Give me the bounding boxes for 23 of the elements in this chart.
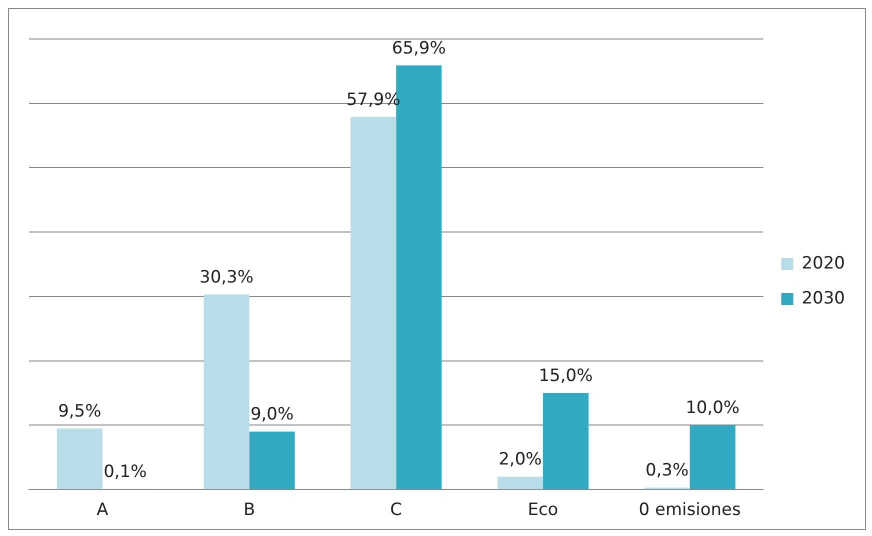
bar [690, 425, 736, 490]
bar [249, 432, 295, 490]
x-tick-label: Eco [528, 500, 558, 520]
data-label: 0,1% [104, 462, 147, 482]
x-tick-label: 0 emisiones [638, 500, 741, 520]
x-tick-label: C [390, 500, 402, 520]
x-tick-label: A [96, 500, 109, 520]
bar [350, 116, 396, 490]
bar [204, 294, 250, 490]
bar [497, 476, 543, 490]
bar [56, 428, 102, 490]
x-tick-label: B [243, 500, 256, 520]
data-label: 10,0% [686, 398, 740, 418]
data-label: 65,9% [392, 38, 446, 58]
data-label: 0,3% [645, 460, 689, 481]
data-label: 9,5% [58, 401, 102, 422]
legend-label: 2020 [802, 253, 845, 274]
bar [542, 393, 588, 490]
data-label: 9,0% [250, 404, 294, 425]
legend-label: 2030 [802, 288, 845, 308]
data-label: 30,3% [200, 267, 254, 288]
data-label: 2,0% [498, 450, 542, 470]
data-label: 15,0% [538, 366, 593, 386]
